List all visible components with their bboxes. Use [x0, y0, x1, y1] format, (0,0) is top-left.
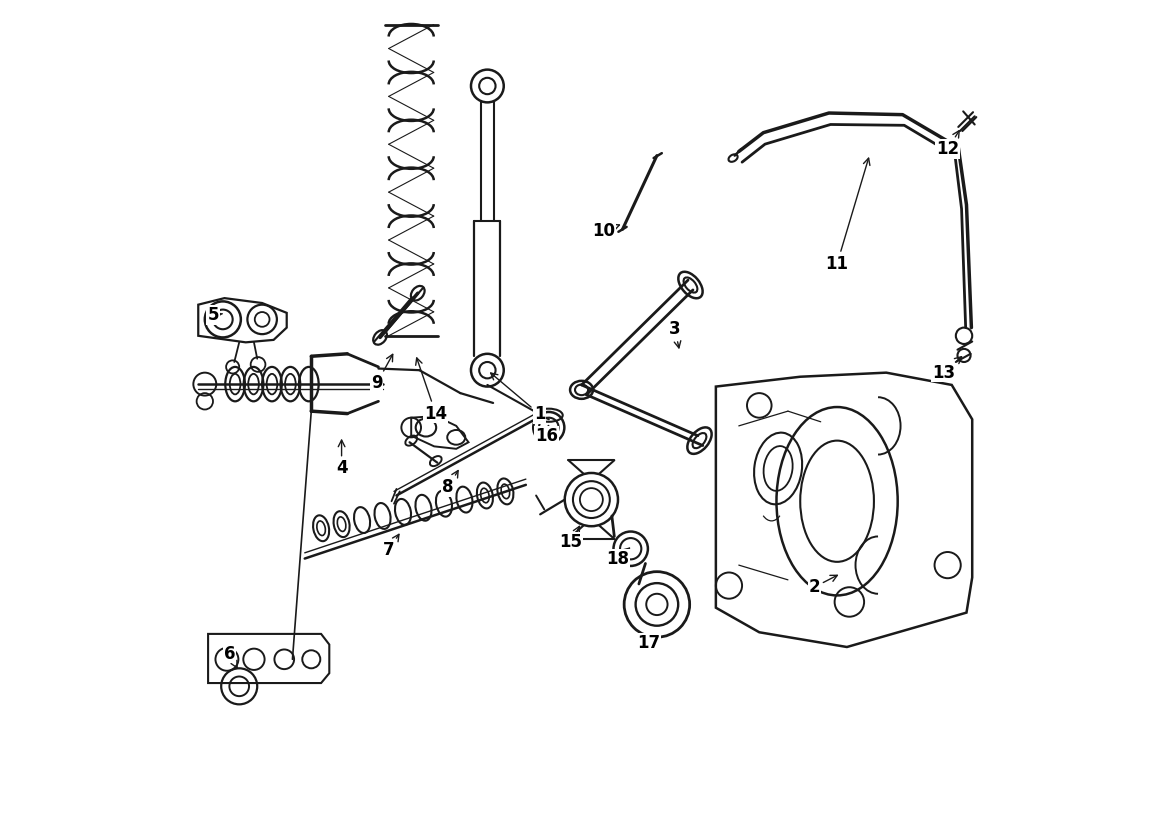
- Text: 15: 15: [559, 527, 582, 551]
- Text: 17: 17: [637, 634, 660, 652]
- Text: 2: 2: [808, 575, 837, 596]
- Text: 7: 7: [383, 534, 399, 559]
- Text: 1: 1: [491, 373, 545, 423]
- Text: 4: 4: [336, 440, 347, 477]
- Text: 3: 3: [669, 320, 681, 348]
- Text: 14: 14: [415, 358, 447, 423]
- Polygon shape: [208, 634, 329, 683]
- Polygon shape: [412, 416, 468, 449]
- Polygon shape: [198, 298, 286, 342]
- Text: 10: 10: [592, 222, 620, 240]
- Text: 6: 6: [223, 645, 237, 667]
- Text: 13: 13: [932, 357, 961, 382]
- Polygon shape: [715, 373, 972, 647]
- Text: 18: 18: [606, 548, 629, 568]
- Text: 5: 5: [207, 306, 222, 324]
- Text: 8: 8: [443, 471, 458, 496]
- Text: 12: 12: [936, 130, 959, 158]
- Text: 11: 11: [826, 158, 869, 273]
- Text: 16: 16: [535, 425, 558, 445]
- Circle shape: [215, 648, 238, 671]
- Text: 9: 9: [371, 355, 393, 392]
